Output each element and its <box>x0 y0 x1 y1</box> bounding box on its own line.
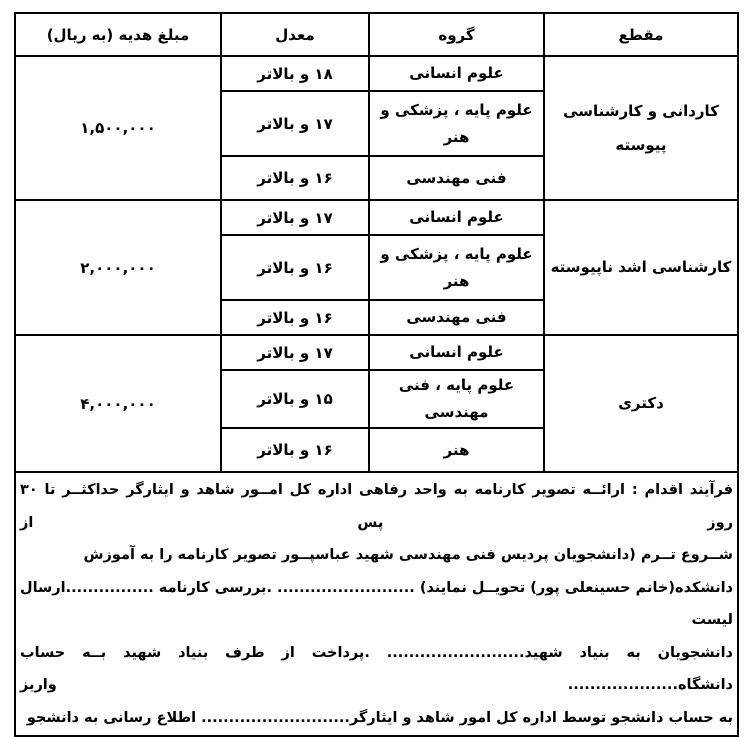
gpa-cell: ۱۷ و بالاتر <box>220 334 370 371</box>
footer-line: فرآیند اقدام : ارائــه تصویر کارنامه به … <box>20 482 733 531</box>
footer-line: شــروع تــرم (دانشجویان پردیس فنی مهندسی… <box>83 547 733 563</box>
level-cell: دکتری <box>543 334 739 473</box>
gpa-cell: ۱۸ و بالاتر <box>220 55 370 92</box>
header-cell-amount: مبلغ هدیه (به ریال) <box>14 12 222 57</box>
table-row: علوم پایه ، پزشکی و هنر ۱۶ و بالاتر <box>15 234 738 301</box>
group-cell: فنی مهندسی <box>368 299 545 336</box>
group-cell: علوم انسانی <box>368 199 545 236</box>
header-row: مقطع گروه معدل مبلغ هدیه (به ریال) <box>14 12 739 57</box>
group-cell: هنر <box>368 427 545 473</box>
page: { "table": { "headers": { "level": "مقطع… <box>14 12 739 737</box>
gpa-cell: ۱۶ و بالاتر <box>220 427 370 473</box>
gpa-cell: ۱۷ و بالاتر <box>220 199 370 236</box>
table-row: فنی مهندسی ۱۶ و بالاتر <box>15 155 738 201</box>
gpa-cell: ۱۶ و بالاتر <box>220 299 370 336</box>
table-row: دکتری علوم انسانی ۱۷ و بالاتر ۴,۰۰۰,۰۰۰ <box>14 334 739 473</box>
table-row: کارشناسی اشد ناپیوسته علوم انسانی ۱۷ و ب… <box>14 199 739 336</box>
header-cell-gpa: معدل <box>220 12 370 57</box>
group-cell: علوم پایه ، پزشکی و هنر <box>368 234 545 301</box>
header-cell-level: مقطع <box>543 12 739 57</box>
table-row: فنی مهندسی ۱۶ و بالاتر <box>15 299 738 336</box>
table-row: علوم پایه ، فنی مهندسی ۱۵ و بالاتر <box>15 369 738 429</box>
gpa-cell: ۱۷ و بالاتر <box>220 90 370 157</box>
group-cell: علوم پایه ، فنی مهندسی <box>368 369 545 429</box>
group-cell: علوم پایه ، پزشکی و هنر <box>368 90 545 157</box>
process-note-cell: فرآیند اقدام : ارائــه تصویر کارنامه به … <box>14 471 739 737</box>
group-cell: علوم انسانی <box>368 334 545 371</box>
amount-cell: ۴,۰۰۰,۰۰۰ <box>14 334 222 473</box>
footer-line: دانشجویان به بنیاد شهید.................… <box>20 644 733 694</box>
gpa-cell: ۱۶ و بالاتر <box>220 234 370 301</box>
gpa-cell: ۱۵ و بالاتر <box>220 369 370 429</box>
table-row: علوم پایه ، پزشکی و هنر ۱۷ و بالاتر <box>15 90 738 157</box>
group-cell: فنی مهندسی <box>368 155 545 201</box>
footer-row: فرآیند اقدام : ارائــه تصویر کارنامه به … <box>14 471 739 737</box>
amount-cell: ۱,۵۰۰,۰۰۰ <box>14 55 222 201</box>
table-row: هنر ۱۶ و بالاتر <box>15 427 738 473</box>
footer-line: دانشکده(خانم حسینعلی پور) تحویــل نمایند… <box>20 579 733 629</box>
group-cell: علوم انسانی <box>368 55 545 92</box>
level-cell: کارشناسی اشد ناپیوسته <box>543 199 739 336</box>
amount-cell: ۲,۰۰۰,۰۰۰ <box>14 199 222 336</box>
level-cell: کاردانی و کارشناسی پیوسته <box>543 55 739 201</box>
header-cell-group: گروه <box>368 12 545 57</box>
footer-line: به حساب دانشجو توسط اداره کل امور شاهد و… <box>26 709 733 726</box>
scholarship-gpa-table: مقطع گروه معدل مبلغ هدیه (به ریال) کاردا… <box>14 12 739 737</box>
table-row: کاردانی و کارشناسی پیوسته علوم انسانی ۱۸… <box>14 55 739 201</box>
gpa-cell: ۱۶ و بالاتر <box>220 155 370 201</box>
